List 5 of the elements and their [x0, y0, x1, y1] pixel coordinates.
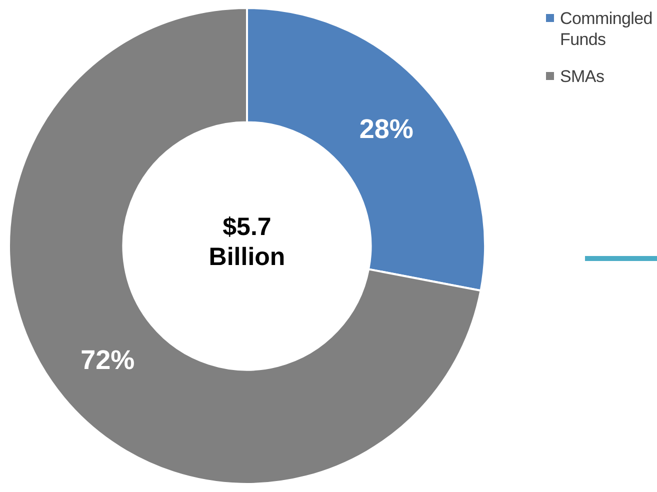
legend-label: Commingled Funds: [559, 8, 654, 50]
data-label: 28%: [359, 114, 414, 144]
legend-label: SMAs: [559, 66, 606, 87]
text: $5.7 Billion: [208, 212, 286, 272]
data-label: 72%: [80, 344, 135, 375]
